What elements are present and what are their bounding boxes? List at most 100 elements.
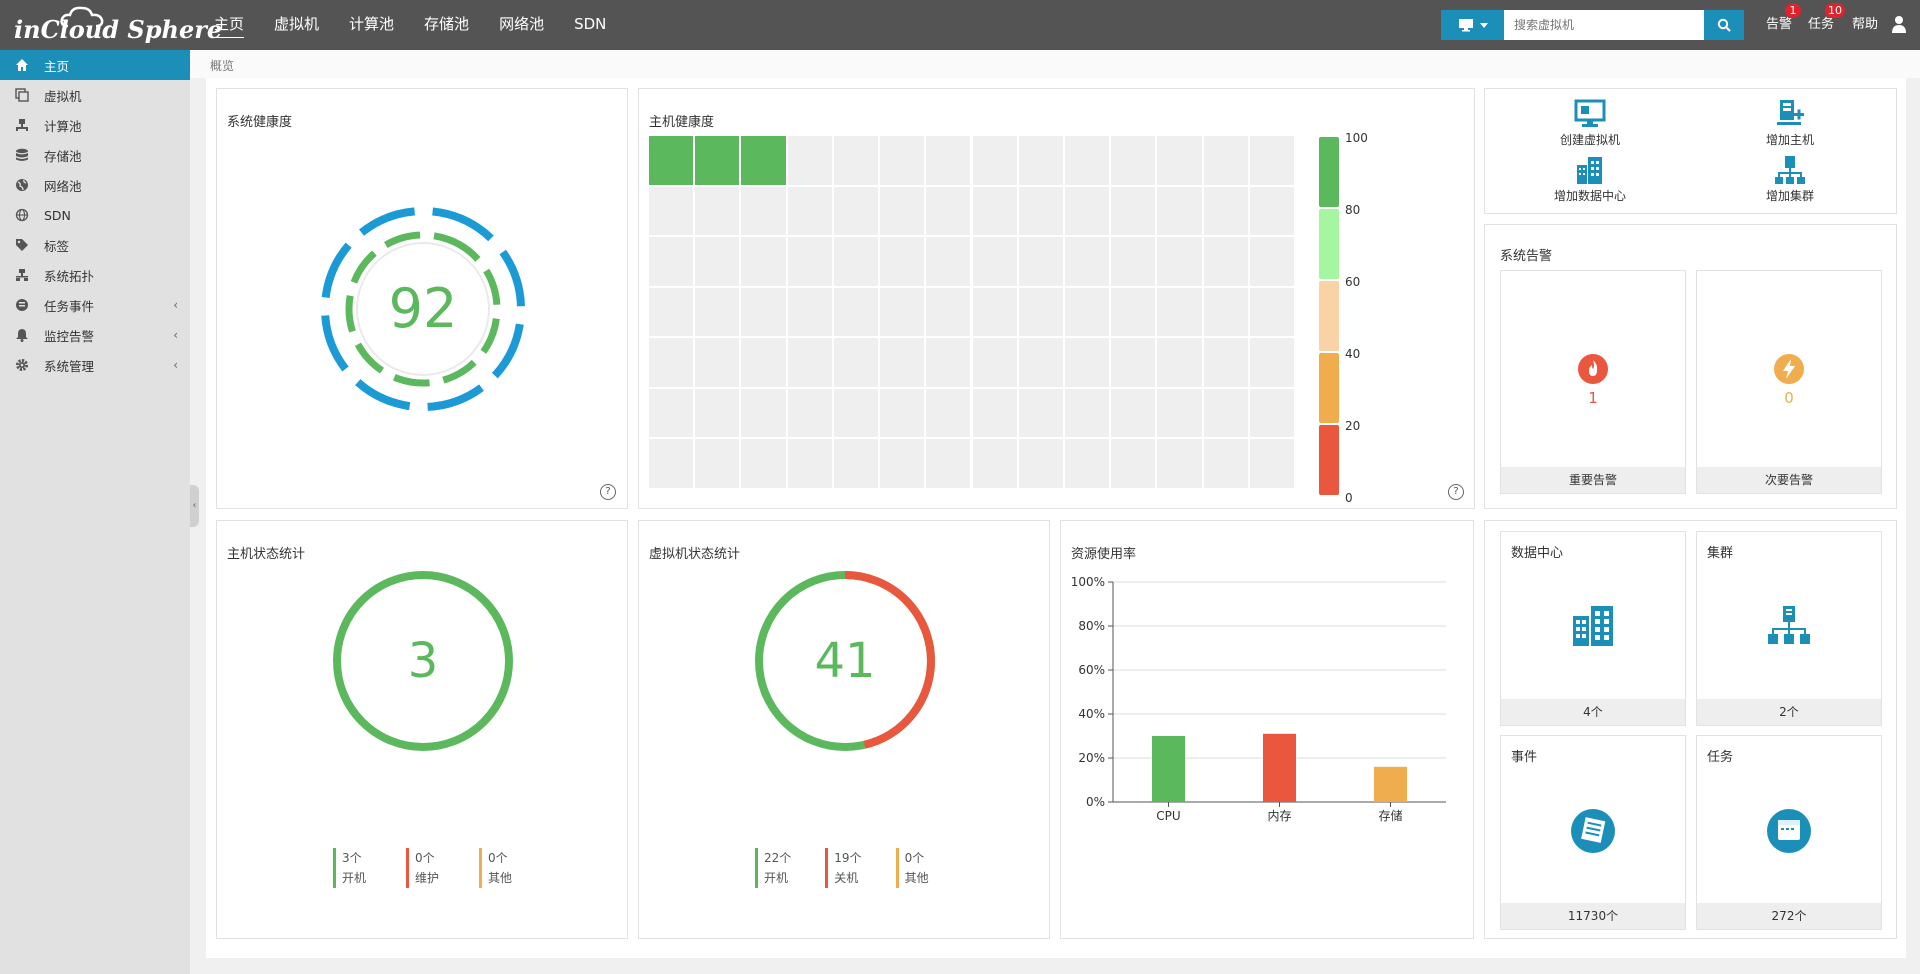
- nav-compute-pool[interactable]: 计算池: [349, 15, 395, 33]
- host-cell: [741, 237, 786, 286]
- host-cell: [695, 338, 740, 387]
- host-cell: [1064, 388, 1110, 438]
- nav-network-pool[interactable]: 网络池: [499, 15, 545, 33]
- card-title: 主机健康度: [649, 115, 715, 130]
- host-cell: [1111, 287, 1156, 337]
- task-count: 272个: [1697, 903, 1881, 929]
- sidebar-item-monitor-alarm[interactable]: 监控告警 ‹: [0, 320, 190, 350]
- minor-alarm-count: 0: [1784, 389, 1794, 407]
- tag-icon: [14, 237, 30, 253]
- host-health-card: 主机健康度 100 80 60 40 20 0 ?: [638, 88, 1475, 509]
- host-cell: [1064, 439, 1110, 488]
- dashboard: 系统健康度 92 ? 主机健康度 100 80 60 40 20 0 ? 创建虚拟机 增加…: [206, 78, 1906, 958]
- minor-alarm-box[interactable]: 0 次要告警: [1696, 270, 1882, 494]
- host-cell: [1203, 388, 1248, 438]
- host-cell: [1249, 136, 1294, 185]
- host-cell: [972, 237, 1017, 286]
- resource-usage-card: 资源使用率 0% 20% 40% 60% 80% 100% CPU 内存 存储: [1060, 520, 1474, 939]
- sidebar-item-network-pool[interactable]: 网络池: [0, 170, 190, 200]
- help-link[interactable]: 帮助: [1852, 17, 1879, 32]
- datacenter-box[interactable]: 数据中心 4个: [1500, 531, 1686, 726]
- sidebar-item-home[interactable]: 主页: [0, 50, 190, 80]
- host-cell: [695, 237, 740, 286]
- app-logo-text: inCloud Sphere: [14, 15, 223, 44]
- nav-sdn[interactable]: SDN: [574, 15, 607, 33]
- critical-alarm-box[interactable]: 1 重要告警: [1500, 270, 1686, 494]
- search-button[interactable]: [1704, 10, 1744, 40]
- task-event-icon: [14, 297, 30, 313]
- sidebar-item-task-event[interactable]: 任务事件 ‹: [0, 290, 190, 320]
- storage-icon: [14, 147, 30, 163]
- add-cluster-button[interactable]: 增加集群: [1735, 155, 1845, 204]
- sidebar-item-sdn[interactable]: SDN: [0, 200, 190, 230]
- host-cell[interactable]: [741, 136, 786, 185]
- sidebar-collapse-handle[interactable]: ‹: [190, 485, 199, 527]
- critical-alarm-label: 重要告警: [1501, 467, 1685, 493]
- host-cell: [833, 338, 879, 387]
- cluster-box[interactable]: 集群 2个: [1696, 531, 1882, 726]
- breadcrumb: 概览: [210, 59, 235, 73]
- add-datacenter-button[interactable]: 增加数据中心: [1535, 155, 1645, 204]
- cluster-count: 2个: [1697, 699, 1881, 725]
- create-vm-button[interactable]: 创建虚拟机: [1535, 99, 1645, 148]
- host-cell: [1203, 186, 1248, 236]
- nav-storage-pool[interactable]: 存储池: [424, 15, 470, 33]
- host-cell: [880, 237, 925, 286]
- event-box[interactable]: 事件 11730个: [1500, 735, 1686, 930]
- sidebar-item-compute-pool[interactable]: 计算池: [0, 110, 190, 140]
- host-cell[interactable]: [695, 136, 740, 185]
- nav-home[interactable]: 主页: [214, 15, 245, 33]
- alarm-label: 告警: [1766, 17, 1793, 32]
- search-scope-dropdown[interactable]: [1441, 10, 1504, 40]
- task-box[interactable]: 任务 272个: [1696, 735, 1882, 930]
- sidebar-item-label: 存储池: [44, 148, 82, 164]
- scale-tick-label: 60: [1345, 275, 1361, 289]
- host-cell: [833, 439, 879, 488]
- scale-segment: [1319, 137, 1339, 207]
- app-logo[interactable]: inCloud Sphere: [14, 6, 222, 46]
- y-tick-label: 60%: [1078, 663, 1105, 677]
- task-link[interactable]: 任务 10: [1808, 0, 1845, 50]
- create-vm-icon: [1574, 99, 1606, 127]
- sidebar-item-tag[interactable]: 标签: [0, 230, 190, 260]
- bar: [1263, 733, 1296, 802]
- nav-vm[interactable]: 虚拟机: [274, 15, 320, 33]
- sdn-icon: [14, 207, 30, 223]
- legend-item: 0个 维护: [406, 848, 439, 888]
- alarm-link[interactable]: 告警 1: [1766, 0, 1801, 50]
- create-vm-label: 创建虚拟机: [1559, 133, 1620, 147]
- host-cell[interactable]: [649, 136, 694, 185]
- y-tick-label: 20%: [1078, 751, 1105, 765]
- host-cell: [1157, 439, 1202, 488]
- card-title: 系统健康度: [227, 115, 293, 130]
- host-cell: [1018, 388, 1063, 438]
- search-input[interactable]: [1504, 10, 1704, 40]
- sidebar-item-topology[interactable]: 系统拓扑: [0, 260, 190, 290]
- host-cell: [926, 136, 971, 185]
- user-icon[interactable]: [1892, 15, 1906, 33]
- sidebar-item-system-admin[interactable]: 系统管理 ‹: [0, 350, 190, 380]
- host-cell: [741, 388, 786, 438]
- vm-status-legend: 22个 开机 19个 关机 0个 其他: [755, 848, 963, 888]
- sidebar-item-storage-pool[interactable]: 存储池: [0, 140, 190, 170]
- sidebar-item-label: 网络池: [44, 178, 82, 194]
- help-icon[interactable]: ?: [600, 484, 616, 500]
- task-icon: [1767, 809, 1811, 853]
- host-cell: [926, 287, 971, 337]
- host-cell: [926, 439, 971, 488]
- host-cell: [1018, 287, 1063, 337]
- add-cluster-icon: [1775, 156, 1805, 184]
- health-scale: 100 80 60 40 20 0: [1319, 131, 1379, 505]
- host-cell: [649, 237, 694, 286]
- vm-off-arc: [755, 571, 935, 751]
- add-datacenter-label: 增加数据中心: [1553, 189, 1626, 203]
- fire-icon: [1578, 354, 1608, 384]
- help-icon[interactable]: ?: [1448, 484, 1464, 500]
- sidebar-item-vm[interactable]: 虚拟机: [0, 80, 190, 110]
- legend-label: 关机: [834, 871, 859, 885]
- host-cell: [787, 136, 832, 185]
- host-cell: [972, 287, 1017, 337]
- host-cell: [787, 388, 832, 438]
- add-host-button[interactable]: 增加主机: [1735, 99, 1845, 148]
- chevron-left-icon: ‹: [173, 298, 178, 312]
